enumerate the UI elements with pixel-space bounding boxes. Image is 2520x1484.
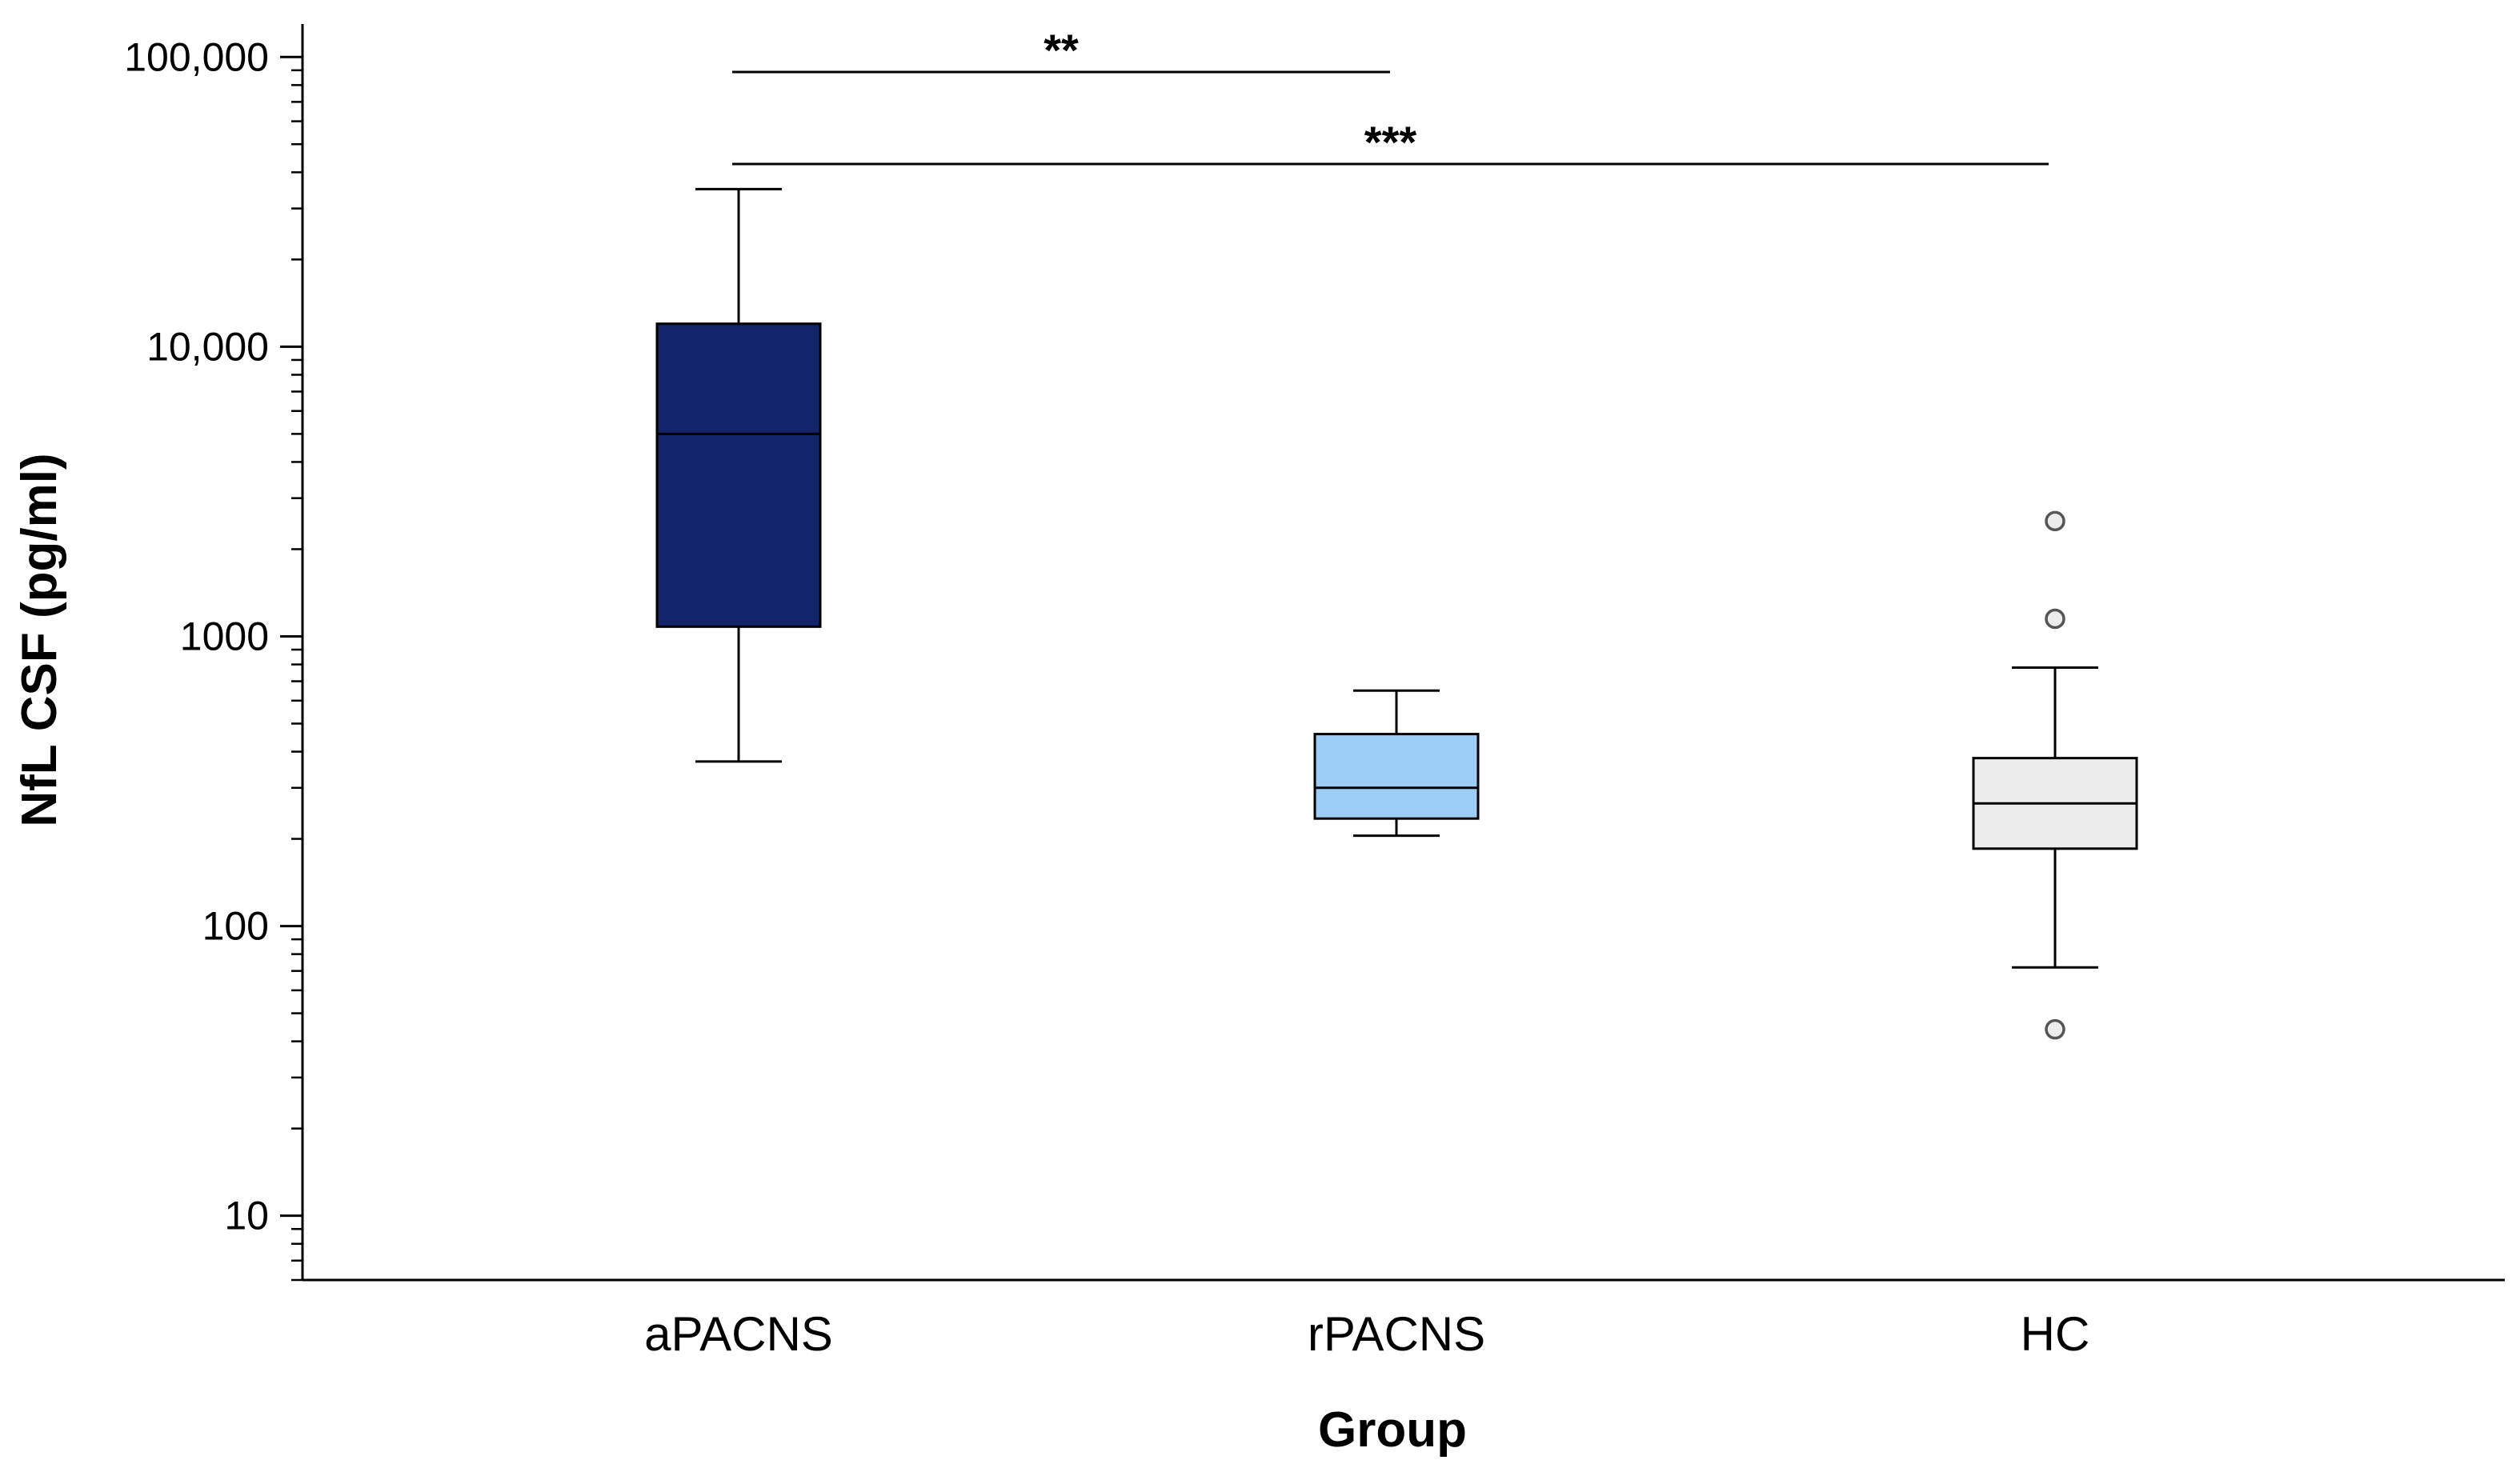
y-tick-label: 100,000 xyxy=(124,34,269,79)
outlier-point xyxy=(2045,510,2065,532)
box-HC xyxy=(1972,510,2138,1040)
y-tick-label: 100 xyxy=(202,904,269,949)
y-tick-label: 10,000 xyxy=(146,324,269,369)
significance-brackets: ***** xyxy=(732,25,2049,167)
outlier-point xyxy=(2045,608,2065,630)
axes: 10 100 1000 10,000 100,000 aPACNS rPACNS HC xyxy=(124,24,2505,1361)
box-iqr xyxy=(655,322,822,628)
x-tick-label: rPACNS xyxy=(1308,1307,1485,1361)
box-aPACNS xyxy=(655,187,822,763)
y-tick-label: 1000 xyxy=(180,614,269,658)
box-iqr xyxy=(1313,733,1480,820)
significance-label: *** xyxy=(1364,117,1417,167)
box-rPACNS xyxy=(1313,689,1480,838)
x-tick-label: aPACNS xyxy=(644,1307,833,1361)
y-axis-title: NfL CSF (pg/ml) xyxy=(12,453,67,826)
x-tick-label: HC xyxy=(2021,1307,2090,1361)
y-tick-label: 10 xyxy=(224,1194,269,1238)
box-marks xyxy=(655,187,2138,1040)
x-axis-title: Group xyxy=(1318,1402,1467,1458)
outlier-point xyxy=(2045,1018,2065,1040)
significance-label: ** xyxy=(1044,25,1079,75)
